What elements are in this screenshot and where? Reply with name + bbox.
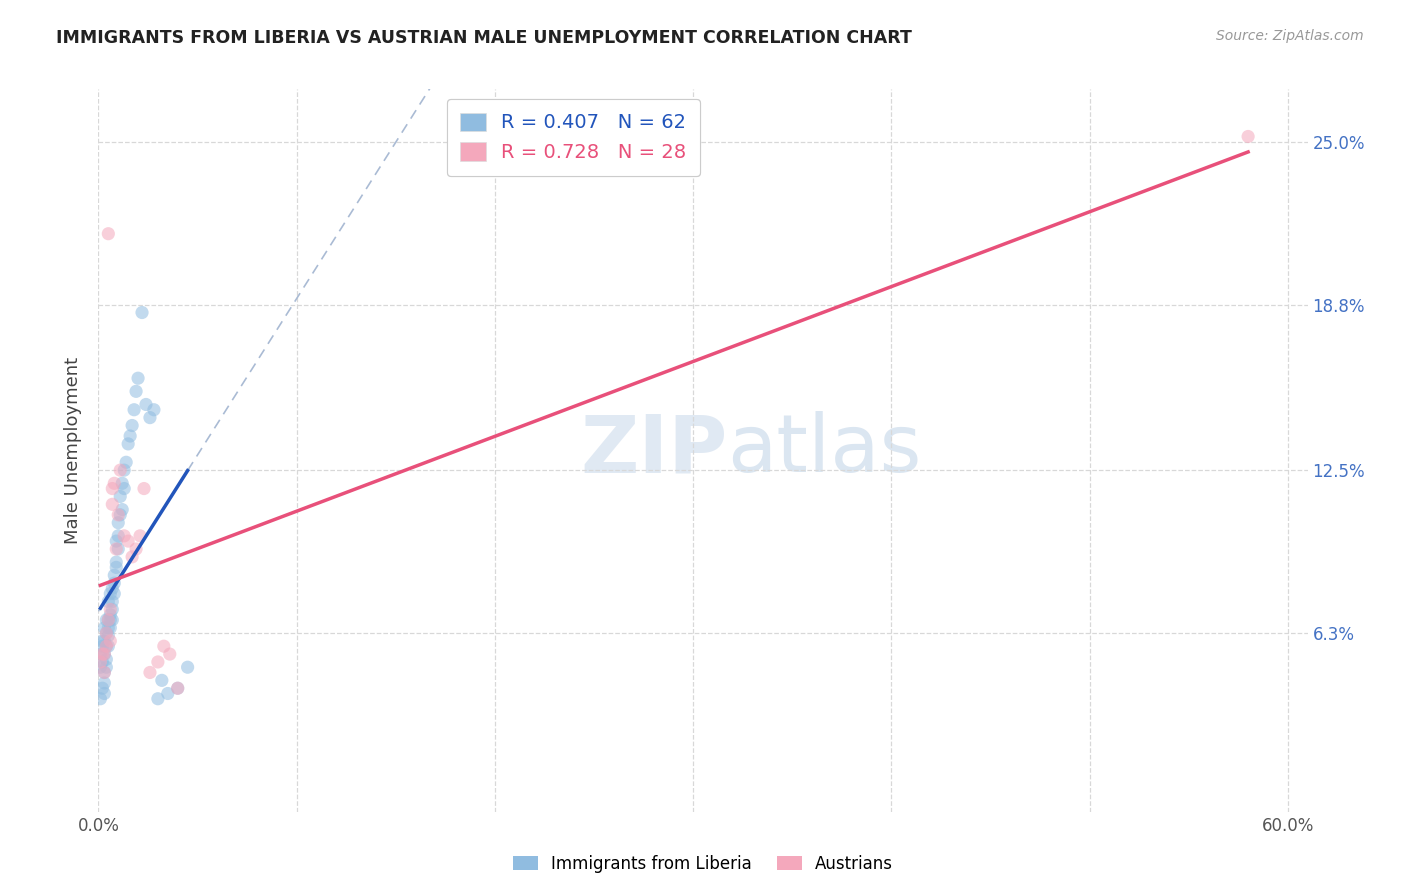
Point — [166, 681, 188, 696]
Point — [117, 437, 139, 451]
Point — [93, 686, 115, 700]
Point — [98, 613, 121, 627]
Point — [93, 634, 115, 648]
Point — [105, 555, 128, 569]
Point — [166, 681, 188, 696]
Text: IMMIGRANTS FROM LIBERIA VS AUSTRIAN MALE UNEMPLOYMENT CORRELATION CHART: IMMIGRANTS FROM LIBERIA VS AUSTRIAN MALE… — [56, 29, 912, 46]
Point — [112, 482, 135, 496]
Point — [93, 647, 115, 661]
Point — [101, 613, 124, 627]
Point — [107, 541, 129, 556]
Point — [89, 691, 111, 706]
Point — [111, 476, 134, 491]
Point — [103, 568, 125, 582]
Point — [146, 691, 169, 706]
Point — [129, 529, 152, 543]
Point — [142, 402, 165, 417]
Point — [96, 613, 118, 627]
Point — [110, 463, 132, 477]
Point — [97, 629, 120, 643]
Point — [98, 587, 121, 601]
Point — [146, 655, 169, 669]
Point — [110, 490, 132, 504]
Point — [98, 602, 121, 616]
Point — [156, 686, 179, 700]
Point — [127, 371, 149, 385]
Point — [97, 639, 120, 653]
Point — [125, 541, 148, 556]
Text: atlas: atlas — [727, 411, 921, 490]
Legend: Immigrants from Liberia, Austrians: Immigrants from Liberia, Austrians — [506, 848, 900, 880]
Point — [96, 626, 118, 640]
Point — [176, 660, 198, 674]
Point — [97, 613, 120, 627]
Point — [97, 227, 120, 241]
Point — [98, 634, 121, 648]
Point — [91, 634, 114, 648]
Point — [105, 534, 128, 549]
Point — [93, 621, 115, 635]
Point — [131, 305, 153, 319]
Point — [110, 508, 132, 522]
Point — [101, 602, 124, 616]
Point — [107, 508, 129, 522]
Point — [91, 639, 114, 653]
Point — [96, 660, 118, 674]
Point — [91, 681, 114, 696]
Point — [101, 497, 124, 511]
Point — [97, 594, 120, 608]
Point — [103, 476, 125, 491]
Point — [98, 621, 121, 635]
Point — [89, 660, 111, 674]
Point — [139, 410, 162, 425]
Point — [107, 516, 129, 530]
Point — [117, 534, 139, 549]
Point — [96, 639, 118, 653]
Point — [153, 639, 176, 653]
Y-axis label: Male Unemployment: Male Unemployment — [65, 357, 83, 544]
Point — [105, 541, 128, 556]
Point — [150, 673, 173, 688]
Point — [135, 397, 157, 411]
Point — [125, 384, 148, 399]
Point — [139, 665, 162, 680]
Point — [103, 576, 125, 591]
Point — [107, 529, 129, 543]
Point — [91, 647, 114, 661]
Point — [101, 482, 124, 496]
Point — [121, 418, 143, 433]
Legend: R = 0.407   N = 62, R = 0.728   N = 28: R = 0.407 N = 62, R = 0.728 N = 28 — [447, 99, 700, 176]
Text: ZIP: ZIP — [579, 411, 727, 490]
Point — [98, 607, 121, 622]
Point — [93, 647, 115, 661]
Point — [132, 482, 155, 496]
Point — [115, 455, 138, 469]
Point — [97, 613, 120, 627]
Point — [120, 429, 142, 443]
Point — [122, 402, 145, 417]
Point — [93, 676, 115, 690]
Point — [93, 665, 115, 680]
Point — [96, 639, 118, 653]
Point — [101, 594, 124, 608]
Point — [121, 549, 143, 564]
Point — [91, 655, 114, 669]
Point — [112, 463, 135, 477]
Point — [96, 652, 118, 666]
Point — [1237, 129, 1260, 144]
Text: Source: ZipAtlas.com: Source: ZipAtlas.com — [1216, 29, 1364, 43]
Point — [89, 655, 111, 669]
Point — [159, 647, 181, 661]
Point — [105, 560, 128, 574]
Point — [103, 587, 125, 601]
Point — [93, 665, 115, 680]
Point — [112, 529, 135, 543]
Point — [96, 626, 118, 640]
Point — [97, 621, 120, 635]
Point — [89, 647, 111, 661]
Point — [111, 502, 134, 516]
Point — [101, 582, 124, 596]
